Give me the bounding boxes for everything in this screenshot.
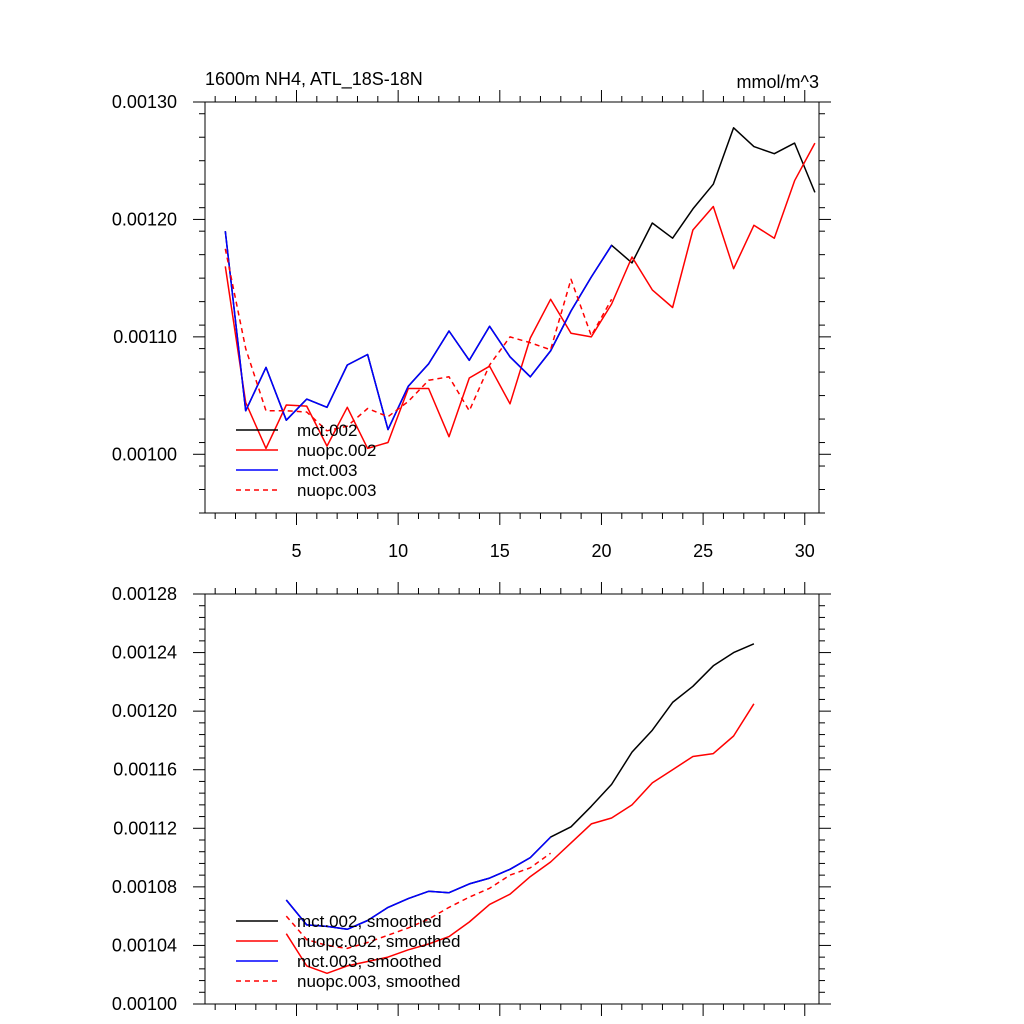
top-x-tick-label: 5 — [291, 541, 301, 561]
bottom-series-group — [285, 643, 755, 975]
bottom-legend-label: nuopc.003, smoothed — [297, 972, 461, 991]
top-x-tick-label: 10 — [388, 541, 408, 561]
top-series-line-mct-003 — [224, 231, 613, 431]
bottom-series-line-mct-003-smoothed — [285, 836, 552, 931]
top-series-line-nuopc-002 — [224, 142, 816, 450]
bottom-y-tick-label: 0.00108 — [112, 877, 177, 897]
bottom-legend-label: mct.002, smoothed — [297, 912, 442, 931]
bottom-y-tick-label: 0.00124 — [112, 643, 177, 663]
bottom-y-tick-label: 0.00120 — [112, 701, 177, 721]
bottom-series-line-nuopc-003-smoothed — [285, 852, 552, 950]
top-x-tick-label: 15 — [490, 541, 510, 561]
top-chart-units: mmol/m^3 — [737, 72, 819, 92]
bottom-plot-frame — [204, 593, 820, 1005]
bottom-y-tick-label: 0.00112 — [113, 818, 177, 838]
top-x-tick-label: 30 — [795, 541, 815, 561]
top-panel: 1600m NH4, ATL_18S-18N mmol/m^3 5 10 15 20 2… — [112, 69, 831, 561]
bottom-series-line-nuopc-002-smoothed — [285, 703, 755, 975]
top-legend-label: nuopc.002 — [297, 441, 376, 460]
top-legend-label: mct.002 — [297, 421, 357, 440]
top-chart-title: 1600m NH4, ATL_18S-18N — [205, 69, 423, 90]
bottom-y-tick-label: 0.00104 — [112, 935, 177, 955]
top-y-tick-label: 0.00130 — [112, 92, 177, 112]
bottom-axis-ticks: 0.00100 0.00104 0.00108 0.00112 0.00116 0.001… — [112, 582, 831, 1016]
bottom-panel: 0.00100 0.00104 0.00108 0.00112 0.00116 0.001… — [112, 582, 831, 1016]
top-x-tick-label: 25 — [693, 541, 713, 561]
bottom-legend-label: nuopc.002, smoothed — [297, 932, 461, 951]
top-legend-label: mct.003 — [297, 461, 357, 480]
bottom-y-tick-label: 0.00116 — [113, 760, 177, 780]
bottom-y-tick-label: 0.00100 — [112, 994, 177, 1014]
top-series-line-nuopc-003 — [224, 248, 613, 432]
top-y-tick-label: 0.00120 — [112, 209, 177, 229]
bottom-y-tick-label: 0.00128 — [112, 584, 177, 604]
top-axis-ticks: 5 10 15 20 25 30 0.00100 0.00110 0.00120 0.00130 — [112, 90, 831, 561]
top-y-tick-label: 0.00100 — [112, 444, 177, 464]
top-plot-frame — [204, 101, 820, 514]
top-x-tick-label: 20 — [591, 541, 611, 561]
top-series-group — [224, 127, 816, 450]
top-y-tick-label: 0.00110 — [113, 327, 177, 347]
bottom-legend-label: mct.003, smoothed — [297, 952, 442, 971]
top-legend-label: nuopc.003 — [297, 481, 376, 500]
